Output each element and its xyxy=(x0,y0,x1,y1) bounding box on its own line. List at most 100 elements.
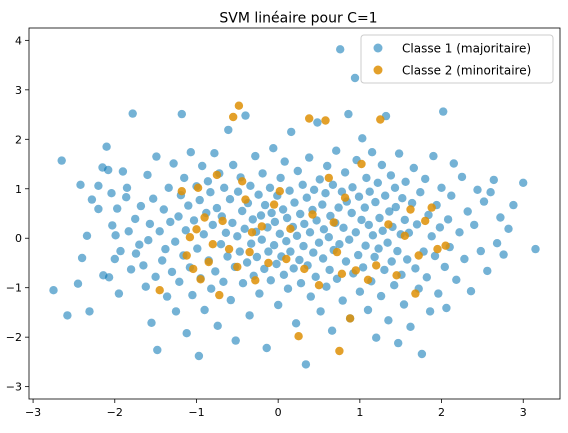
points-layer xyxy=(49,45,540,369)
data-point xyxy=(240,224,249,233)
data-point xyxy=(275,229,284,238)
data-point xyxy=(107,189,116,198)
data-point xyxy=(241,195,250,204)
data-point xyxy=(344,109,353,119)
data-point xyxy=(242,258,252,267)
data-point xyxy=(416,188,425,197)
data-point xyxy=(151,272,160,281)
data-point xyxy=(425,307,435,316)
data-point xyxy=(384,316,393,325)
y-tick-label: 3 xyxy=(15,84,22,97)
legend: Classe 1 (majoritaire) Classe 2 (minorit… xyxy=(360,34,554,84)
data-point xyxy=(198,161,207,171)
data-point xyxy=(219,277,228,286)
data-point xyxy=(131,249,141,258)
y-tick-label: −1 xyxy=(6,282,22,295)
data-point xyxy=(447,191,456,200)
data-point xyxy=(145,219,155,229)
data-point xyxy=(387,257,396,266)
data-point xyxy=(403,255,412,264)
data-point xyxy=(256,211,266,220)
data-point xyxy=(385,207,394,216)
data-point xyxy=(363,275,373,284)
data-point xyxy=(392,271,401,280)
data-point xyxy=(427,232,436,241)
data-point xyxy=(246,181,255,190)
data-point xyxy=(326,211,335,221)
data-point xyxy=(452,275,461,284)
data-point xyxy=(340,168,350,177)
data-point xyxy=(270,217,280,227)
data-point xyxy=(207,284,216,293)
data-point xyxy=(254,190,263,199)
legend-label-classe-2: Classe 2 (minoritaire) xyxy=(402,64,531,78)
data-point xyxy=(126,265,136,274)
data-point xyxy=(122,183,132,192)
data-point xyxy=(182,329,191,338)
data-point xyxy=(368,231,378,240)
data-point xyxy=(149,194,158,203)
data-point xyxy=(206,188,215,197)
data-point xyxy=(309,185,319,194)
data-point xyxy=(400,231,409,240)
data-point xyxy=(238,279,248,288)
data-point xyxy=(251,276,260,285)
data-point xyxy=(286,247,295,256)
data-point xyxy=(367,148,377,157)
data-point xyxy=(76,180,85,189)
data-point xyxy=(282,213,292,223)
data-point xyxy=(158,256,167,265)
data-point xyxy=(213,321,222,330)
data-point xyxy=(211,267,220,276)
data-point xyxy=(398,194,407,203)
data-point xyxy=(143,170,152,180)
data-point xyxy=(247,239,256,248)
data-point xyxy=(159,205,168,214)
data-point xyxy=(531,244,540,254)
data-point xyxy=(212,170,222,180)
data-point xyxy=(327,326,337,335)
data-point xyxy=(489,175,498,185)
data-point xyxy=(376,291,386,301)
data-point xyxy=(374,244,383,253)
data-point xyxy=(406,205,415,214)
data-point xyxy=(63,311,72,320)
data-point xyxy=(430,251,440,261)
data-point xyxy=(473,185,482,194)
data-point xyxy=(479,197,489,206)
data-point xyxy=(345,314,355,323)
data-point xyxy=(292,231,302,240)
data-point xyxy=(340,193,350,202)
data-point xyxy=(77,253,87,263)
data-point xyxy=(229,160,238,170)
data-point xyxy=(455,228,464,237)
data-point xyxy=(279,270,289,279)
data-point xyxy=(282,237,291,246)
data-point xyxy=(162,292,172,301)
data-point xyxy=(336,45,345,54)
series-2 xyxy=(155,101,450,356)
data-point xyxy=(210,149,219,158)
data-point xyxy=(285,186,294,195)
data-point xyxy=(118,167,128,176)
data-point xyxy=(328,180,338,189)
data-point xyxy=(406,322,415,331)
data-point xyxy=(155,227,164,236)
y-tick-label: −2 xyxy=(6,331,22,344)
data-point xyxy=(294,332,303,341)
data-point xyxy=(305,228,315,237)
x-tick-label: 1 xyxy=(356,406,363,419)
data-point xyxy=(286,224,295,233)
data-point xyxy=(224,244,234,254)
data-point xyxy=(378,226,387,235)
data-point xyxy=(427,203,436,212)
data-point xyxy=(309,248,318,257)
data-point xyxy=(312,216,321,225)
data-point xyxy=(354,250,363,260)
data-point xyxy=(171,307,181,316)
data-point xyxy=(114,289,124,298)
data-point xyxy=(208,240,217,249)
data-point xyxy=(147,318,156,327)
data-point xyxy=(136,201,146,211)
data-point xyxy=(362,173,371,183)
